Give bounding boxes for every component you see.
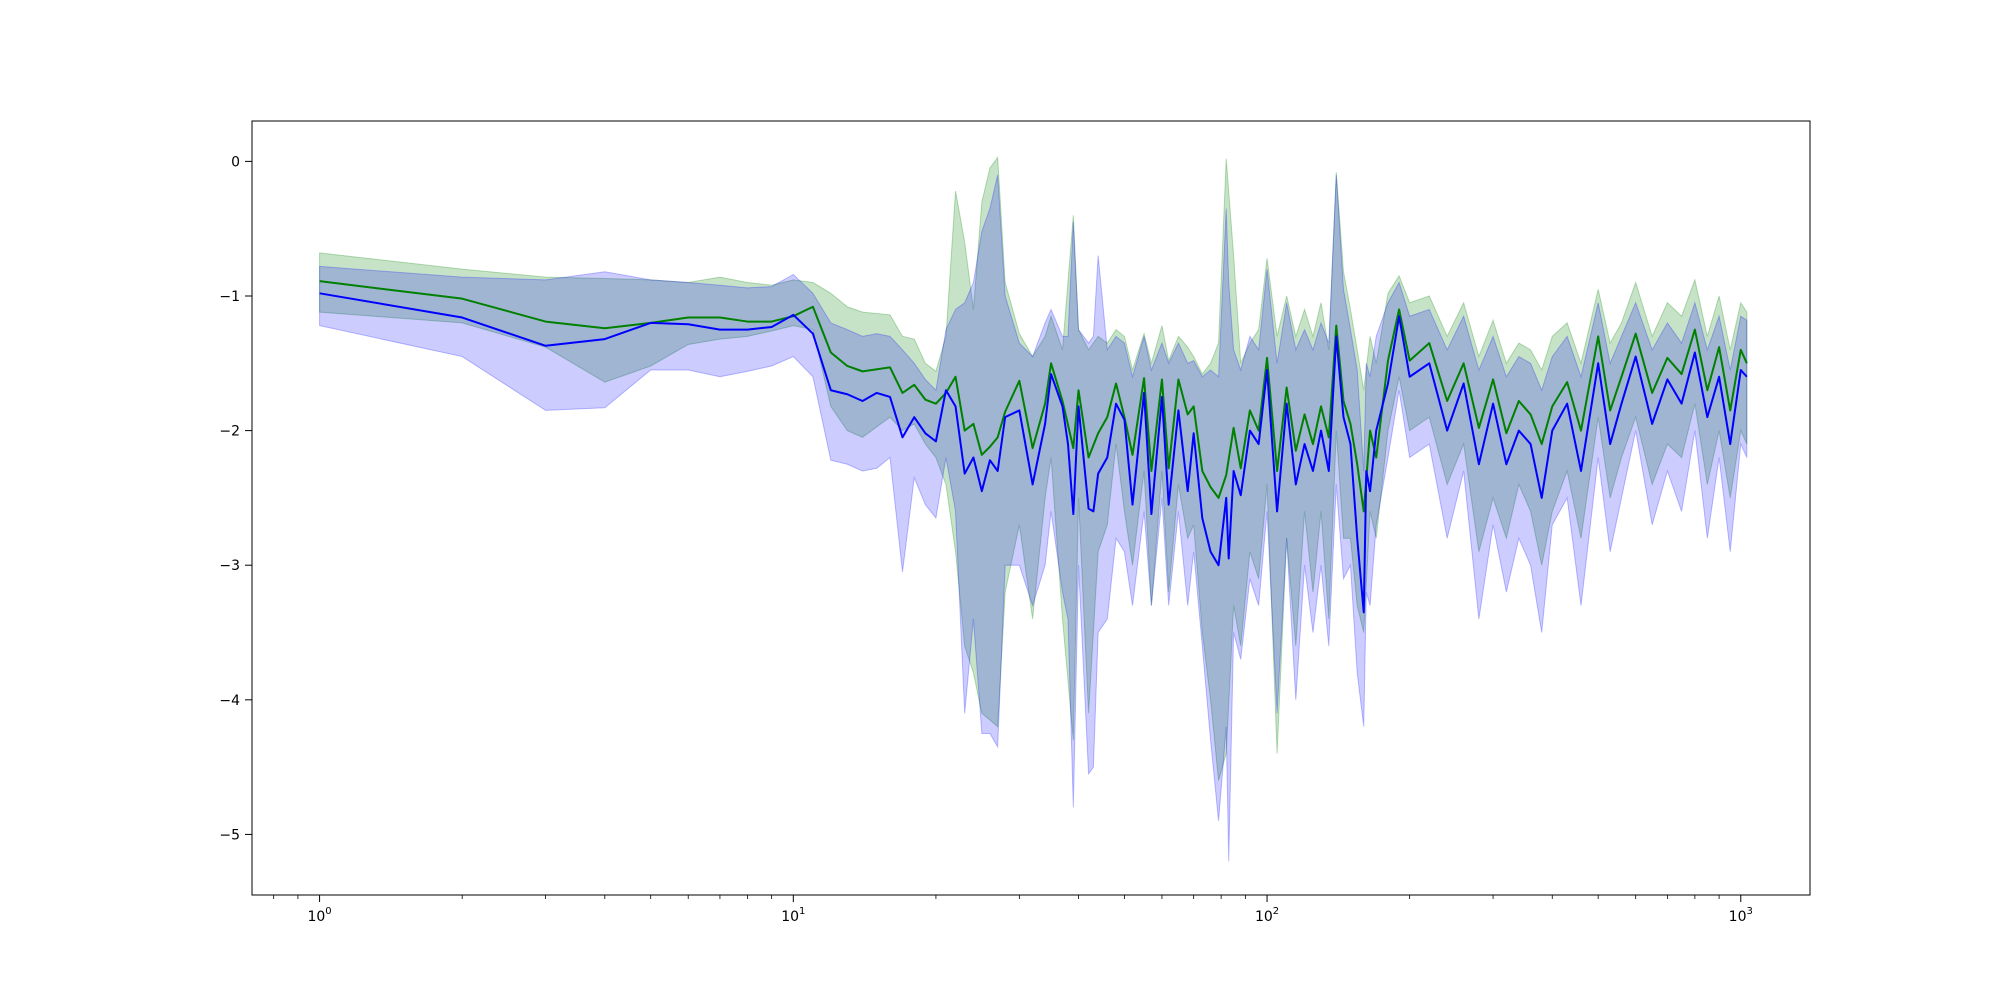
y-axis: 0 −1 −2 −3 −4 −5 xyxy=(219,154,252,843)
x-tick-label: 103 xyxy=(1729,906,1753,925)
series-2-line xyxy=(319,292,1748,614)
series-1-band xyxy=(319,155,1748,781)
y-tick-label: −3 xyxy=(219,558,240,574)
x-axis: 100 101 102 103 xyxy=(273,895,1753,925)
plot-area-frame xyxy=(251,120,1811,896)
series-1-line xyxy=(319,280,1748,513)
x-tick-label: 102 xyxy=(1255,906,1279,925)
y-tick-label: −2 xyxy=(219,424,240,440)
y-tick-label: 0 xyxy=(231,154,240,170)
y-tick-label: −4 xyxy=(219,693,240,709)
y-tick-label: −1 xyxy=(219,289,240,305)
y-tick-label: −5 xyxy=(219,827,240,843)
series-lines xyxy=(319,280,1748,614)
confidence-bands xyxy=(319,155,1748,862)
x-tick-label: 101 xyxy=(781,906,805,925)
x-tick-label: 100 xyxy=(307,906,331,925)
